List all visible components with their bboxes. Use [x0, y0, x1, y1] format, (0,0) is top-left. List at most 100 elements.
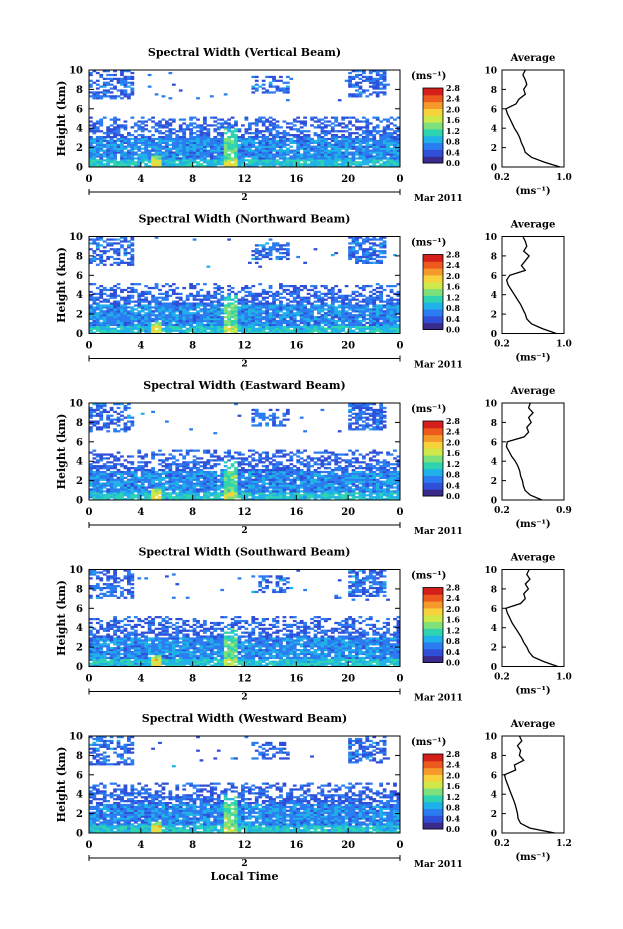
heatmap-cell: [140, 488, 145, 491]
heatmap-cell: [182, 145, 187, 148]
heatmap-cell: [209, 116, 214, 119]
heatmap-cell: [175, 139, 180, 143]
heatmap-cell: [292, 316, 297, 319]
heatmap-cell: [275, 124, 280, 127]
heatmap-cell: [92, 484, 97, 487]
heatmap-cell: [361, 145, 366, 148]
heatmap-cell: [196, 161, 200, 164]
heatmap-cell: [254, 329, 259, 332]
heatmap-cell: [375, 149, 380, 152]
heatmap-cell: [306, 288, 311, 292]
heatmap-cell: [292, 325, 297, 328]
heatmap-cell: [95, 286, 100, 290]
heatmap-cell: [151, 478, 155, 481]
heatmap-cell: [109, 414, 114, 417]
heatmap-cell: [310, 327, 314, 330]
heatmap-cell: [386, 325, 390, 328]
heatmap-cell: [133, 157, 138, 160]
heatmap-cell: [348, 250, 352, 253]
heatmap-cell: [123, 250, 128, 253]
heatmap-cell: [351, 236, 356, 239]
heatmap-cell: [330, 321, 335, 325]
heatmap-cell: [244, 310, 249, 313]
heatmap-cell: [272, 298, 276, 301]
heatmap-cell: [320, 132, 325, 135]
heatmap-cell: [216, 455, 221, 458]
heatmap-cell: [348, 308, 352, 311]
heatmap-cell: [89, 137, 93, 141]
heatmap-cell: [209, 453, 214, 456]
heatmap-cell: [237, 165, 242, 168]
heatmap-cell: [292, 314, 297, 317]
heatmap-cell: [99, 292, 104, 295]
heatmap-cell: [216, 314, 221, 317]
heatmap-cell: [365, 134, 370, 137]
heatmap-cell: [368, 323, 373, 327]
heatmap-cell: [89, 163, 93, 166]
heatmap-cell: [185, 484, 190, 487]
heatmap-cell: [382, 310, 387, 313]
heatmap-cell: [216, 132, 221, 135]
heatmap-cell: [175, 141, 180, 145]
heatmap-cell: [393, 155, 397, 158]
heatmap-cell: [113, 87, 117, 90]
heatmap-cell: [161, 118, 166, 121]
heatmap-cell: [265, 331, 269, 334]
heatmap-cell: [216, 128, 221, 131]
heatmap-cell: [116, 130, 121, 133]
heatmap-cell: [261, 255, 266, 259]
heatmap-cell: [92, 255, 97, 259]
heatmap-cell: [379, 73, 384, 77]
heatmap-cell: [382, 165, 387, 168]
heatmap-cell: [296, 310, 301, 313]
heatmap-cell: [213, 290, 218, 294]
heatmap-cell: [365, 248, 370, 251]
heatmap-cell: [303, 285, 307, 288]
heatmap-cell: [372, 253, 377, 257]
heatmap-cell: [196, 139, 200, 143]
heatmap-cell: [382, 139, 387, 143]
heatmap-cell: [154, 165, 159, 168]
heatmap-cell: [241, 296, 245, 299]
heatmap-cell: [151, 306, 155, 309]
heatmap-cell: [382, 85, 387, 88]
heatmap-cell: [165, 496, 169, 499]
heatmap-cell: [137, 468, 142, 472]
heatmap-cell: [355, 259, 359, 263]
heatmap-cell: [348, 302, 352, 305]
heatmap-cell: [330, 329, 335, 332]
heatmap-cell: [358, 145, 363, 148]
heatmap-cell: [151, 488, 155, 491]
heatmap-cell: [365, 159, 370, 162]
heatmap-cell: [209, 153, 214, 156]
heatmap-cell: [120, 139, 124, 143]
heatmap-cell: [382, 79, 387, 82]
heatmap-cell: [140, 128, 145, 131]
heatmap-cell: [327, 288, 332, 292]
heatmap-cell: [144, 157, 149, 160]
heatmap-cell: [396, 116, 401, 119]
heatmap-cell: [92, 130, 97, 133]
heatmap-cell: [251, 323, 256, 327]
heatmap-cell: [289, 165, 294, 168]
heatmap-cell: [206, 292, 211, 295]
heatmap-cell: [92, 161, 97, 164]
heatmap-cell: [199, 470, 204, 474]
heatmap-cell: [275, 327, 280, 330]
heatmap-cell: [99, 157, 104, 160]
heatmap-cell: [254, 132, 259, 135]
heatmap-cell: [92, 422, 97, 425]
heatmap-cell: [220, 480, 225, 483]
heatmap-cell: [285, 149, 290, 152]
heatmap-cell: [199, 153, 204, 156]
heatmap-cell: [351, 151, 356, 154]
heatmap-cell: [382, 244, 387, 247]
heatmap-cell: [106, 288, 111, 292]
heatmap-cell: [330, 308, 335, 311]
heatmap-cell: [127, 97, 131, 100]
heatmap-cell: [303, 329, 307, 332]
heatmap-cell: [365, 155, 370, 158]
heatmap-cell: [109, 155, 114, 158]
heatmap-cell: [175, 486, 180, 489]
heatmap-cell: [313, 161, 318, 164]
